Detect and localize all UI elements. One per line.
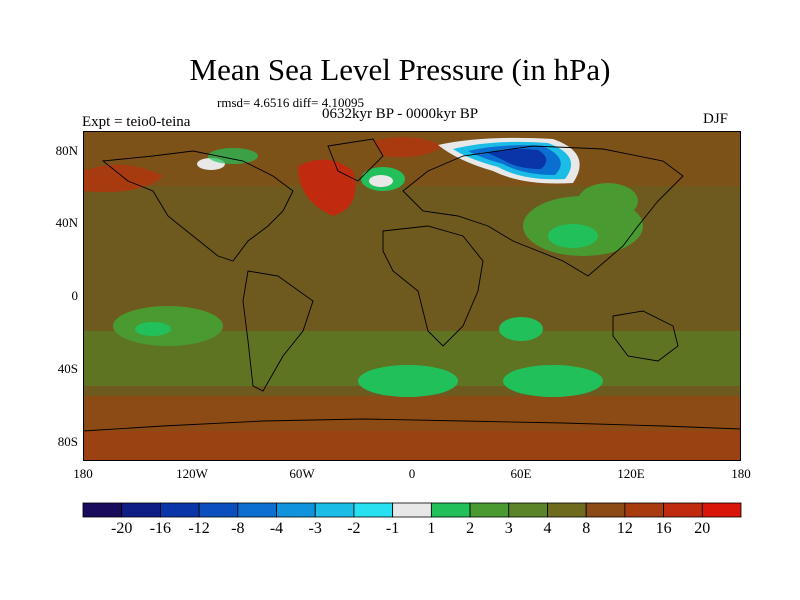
pacific-red: [83, 164, 163, 192]
lat-label-40s: 40S: [57, 361, 78, 376]
colorbar-swatch: [663, 502, 703, 518]
colorbar-label: 8: [582, 520, 591, 537]
colorbar-label: -4: [269, 520, 284, 537]
australia-coast: [612, 310, 679, 362]
greenland-coast: [327, 138, 384, 182]
colorbar-label: 20: [694, 520, 711, 537]
colorbar-label: -3: [308, 520, 322, 537]
colorbar-swatch: [508, 502, 548, 518]
colorbar-swatch: [585, 502, 626, 518]
colorbar-swatch: [624, 502, 664, 518]
colorbar-swatch: [276, 502, 316, 518]
lat-label-80s: 80S: [57, 434, 78, 449]
experiment-label: Expt = teio0-teina: [82, 114, 191, 130]
period-label: 0632kyr BP - 0000kyr BP: [321, 106, 479, 122]
north-america-coast: [101, 150, 294, 262]
lat-label-80n: 80N: [55, 143, 78, 158]
lon-label-180w: 180: [73, 466, 93, 481]
colorbar-label: 12: [616, 520, 633, 537]
lon-label-0: 0: [408, 466, 416, 481]
plot-title: Mean Sea Level Pressure (in hPa): [189, 52, 611, 87]
antarctic-edge: [83, 431, 741, 461]
canada-green: [208, 148, 258, 164]
colorbar-label: -2: [347, 520, 361, 537]
tibet-patch: [548, 224, 598, 248]
colorbar-swatch: [198, 502, 239, 518]
colorbar-label: -8: [231, 520, 245, 537]
lon-label-180e: 180: [731, 466, 751, 481]
lat-label-eq: 0: [71, 288, 79, 303]
siberia-deep-blue: [488, 149, 547, 169]
eurasia-coast: [402, 145, 684, 277]
lat-label-40n: 40N: [55, 215, 78, 230]
colorbar-swatch: [392, 502, 432, 518]
africa-coast: [382, 225, 484, 347]
colorbar-swatch: [121, 502, 161, 518]
atlantic-green-patch: [358, 365, 458, 397]
colorbar-swatch: [82, 502, 123, 518]
colorbar-label: -12: [188, 520, 210, 537]
coastlines: [83, 138, 741, 432]
greenland-white: [369, 175, 393, 187]
map-frame: [83, 131, 741, 461]
season-label: DJF: [703, 111, 729, 127]
colorbar-label: 3: [504, 520, 513, 537]
lon-label-120w: 120W: [176, 466, 208, 481]
pressure-map: [83, 131, 741, 461]
colorbar-swatch: [237, 502, 277, 518]
pacific-bright-patch: [135, 322, 171, 336]
colorbar-swatch: [160, 502, 200, 518]
colorbar-label: -1: [385, 520, 400, 537]
colorbar-swatch: [353, 502, 394, 518]
southern-africa-patch: [499, 317, 543, 341]
colorbar-label: -20: [111, 520, 133, 537]
europe-red: [373, 137, 443, 158]
colorbar-swatch: [469, 502, 510, 518]
colorbar-label: -16: [149, 520, 172, 537]
lon-label-120e: 120E: [617, 466, 645, 481]
colorbar-label: 4: [543, 520, 552, 537]
colorbar-swatch: [701, 502, 742, 518]
colorbar: [82, 502, 742, 518]
colorbar-label: 1: [427, 520, 436, 537]
colorbar-label: 16: [655, 520, 672, 537]
colorbar-swatch: [547, 502, 587, 518]
stats-text: rmsd= 4.6516 diff= 4.10095: [217, 95, 364, 110]
north-atlantic-red: [298, 159, 356, 216]
colorbar-swatch: [314, 502, 355, 518]
lon-label-60w: 60W: [289, 466, 315, 481]
east-asia-patch: [578, 183, 638, 219]
colorbar-swatch: [430, 502, 471, 518]
antarctica-coast: [83, 418, 741, 432]
indian-green-patch: [503, 365, 603, 397]
lon-label-60e: 60E: [510, 466, 532, 481]
south-america-coast: [242, 270, 314, 392]
colorbar-label: 2: [466, 520, 475, 537]
